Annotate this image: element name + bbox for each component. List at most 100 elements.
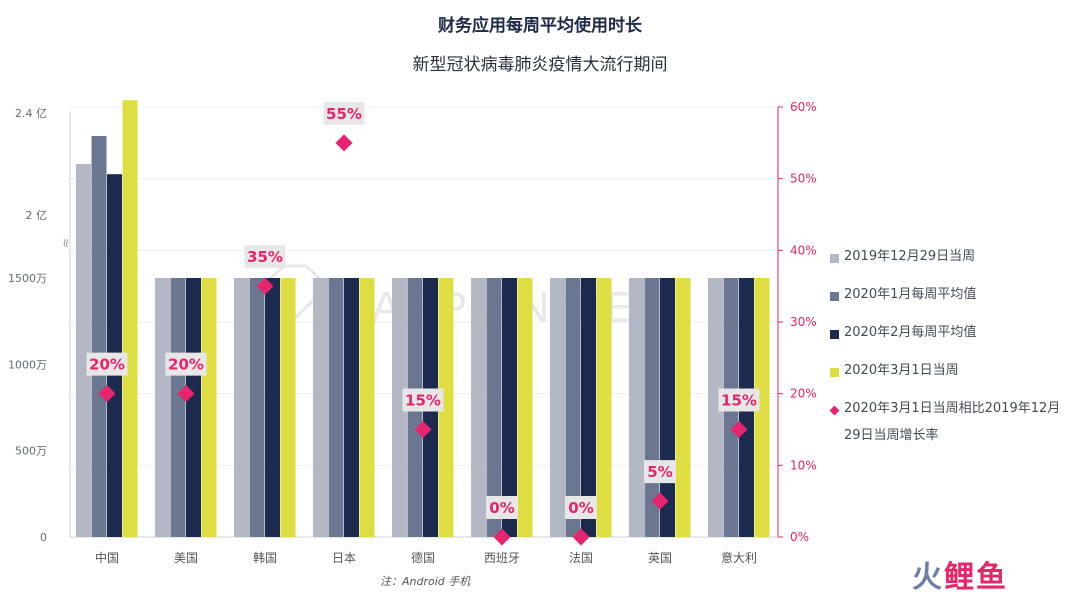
bar [502, 278, 517, 537]
bar [170, 278, 186, 537]
bar [392, 278, 407, 537]
y-left-tick-label: 2 亿 [26, 209, 48, 222]
legend-label: 2020年1月每周平均值 [844, 287, 977, 302]
bar [122, 100, 138, 537]
growth-data-label: 55% [326, 105, 362, 123]
growth-data-label: 20% [168, 356, 204, 374]
legend: 2019年12月29日当周 2020年1月每周平均值 2020年2月每周平均值 202… [829, 249, 1066, 443]
growth-label-bg [486, 496, 518, 519]
legend-label: 2019年12月29日当周 [844, 249, 976, 264]
y-right-tick-label: 0% [790, 530, 809, 544]
y-right-tick-label: 20% [790, 387, 817, 401]
y-right-tick-label: 30% [790, 315, 817, 329]
legend-label: 2020年3月1日当周相比2019年12月29日当周增长率 [844, 401, 1061, 443]
growth-data-label: 35% [247, 248, 283, 266]
bar [629, 278, 644, 537]
growth-point [730, 421, 748, 438]
y-right-tick-label: 50% [790, 172, 817, 186]
bar [344, 278, 359, 537]
y-left-tick-label: 1000万 [8, 358, 47, 371]
axis-break-symbol: ≈ [59, 238, 73, 248]
growth-label-bg [323, 101, 365, 125]
legend-label: 2020年2月每周平均值 [844, 325, 977, 340]
bar [91, 135, 107, 537]
brand-logo: 火鲤鱼 [912, 560, 1008, 595]
bar [265, 278, 280, 537]
growth-point [98, 385, 116, 403]
legend-swatch [830, 368, 839, 377]
legend-item: 2020年1月每周平均值 [830, 287, 1066, 326]
legend-swatch [830, 292, 839, 301]
growth-point [177, 385, 195, 403]
bar [486, 278, 502, 537]
growth-label-bg [86, 352, 128, 376]
bar [186, 278, 201, 537]
bar [517, 278, 533, 537]
x-tick-label: 美国 [174, 551, 198, 565]
x-tick-label: 法国 [569, 551, 593, 565]
growth-data-label: 15% [405, 392, 441, 410]
x-tick-label: 西班牙 [484, 551, 520, 565]
x-tick-label: 意大利 [721, 550, 757, 565]
bar [155, 278, 170, 537]
bar [471, 278, 486, 537]
legend-diamond-icon [829, 405, 840, 416]
growth-point [572, 528, 590, 546]
growth-label-bg [718, 388, 760, 412]
x-tick-label: 中国 [95, 550, 119, 565]
bar [581, 278, 596, 537]
bar [675, 278, 691, 537]
y-left-tick-label: 500万 [15, 445, 47, 458]
y-left-tick-label: 2.4 亿 [15, 107, 47, 120]
chart-subtitle: 新型冠状病毒肺炎疫情大流行期间 [412, 55, 668, 75]
y-right-tick-label: 40% [790, 243, 817, 257]
x-tick-label: 英国 [648, 551, 672, 565]
growth-label-bg [402, 388, 444, 412]
growth-point [651, 492, 669, 510]
bar [550, 278, 565, 537]
growth-point [414, 421, 432, 438]
legend-item: 2020年2月每周平均值 [830, 325, 1066, 364]
bar [596, 278, 612, 537]
growth-data-label: 20% [89, 356, 125, 374]
growth-point [493, 528, 511, 546]
bar [234, 278, 249, 537]
bar [708, 278, 723, 537]
x-tick-label: 日本 [332, 551, 356, 565]
bar [280, 278, 296, 537]
growth-label-bg [165, 352, 207, 376]
growth-label-bg [244, 245, 286, 269]
growth-data-label: 0% [568, 499, 593, 517]
growth-point [256, 277, 274, 295]
x-tick-label: 韩国 [253, 550, 277, 565]
chart-title: 财务应用每周平均使用时长 [438, 16, 642, 36]
bar [76, 164, 91, 537]
x-tick-label: 德国 [411, 550, 435, 565]
bar [565, 278, 581, 537]
bar [359, 278, 375, 537]
legend-item: 2020年3月1日当周 [830, 363, 1066, 402]
legend-swatch [830, 254, 839, 263]
growth-label-bg [644, 460, 676, 484]
growth-data-label: 15% [721, 392, 757, 410]
legend-label: 2020年3月1日当周 [844, 363, 959, 378]
bar [249, 278, 265, 537]
bar [438, 278, 454, 537]
growth-point [335, 134, 353, 152]
growth-data-label: 5% [647, 463, 672, 481]
y-right-tick-label: 60% [790, 100, 817, 114]
legend-swatch [830, 330, 839, 339]
bar [313, 278, 328, 537]
growth-label-bg [565, 496, 597, 519]
y-left-tick-label: 1500万 [8, 272, 47, 285]
bar [754, 278, 770, 537]
y-left-tick-label: 0 [40, 531, 47, 544]
bar [201, 278, 217, 537]
y-right-tick-label: 10% [790, 458, 817, 472]
bar [328, 278, 344, 537]
legend-item-growth: 2020年3月1日当周相比2019年12月29日当周增长率 [829, 401, 1066, 443]
legend-item: 2019年12月29日当周 [830, 249, 1066, 288]
growth-data-label: 0% [489, 499, 514, 517]
footnote: 注：Android 手机 [380, 575, 471, 588]
